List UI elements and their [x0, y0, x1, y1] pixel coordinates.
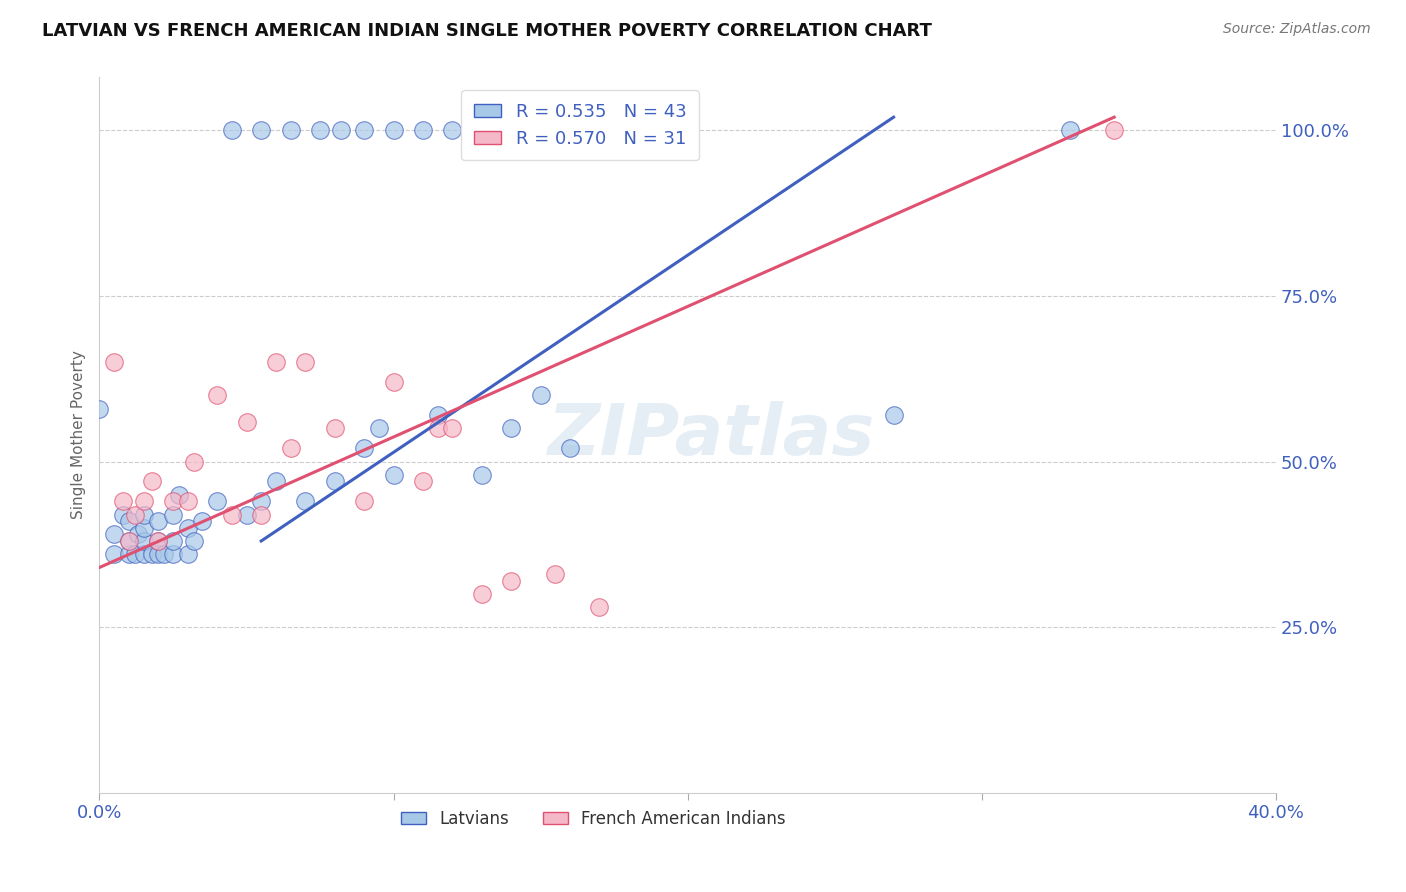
Point [118, 534, 141, 549]
Point [264, 475, 287, 489]
Text: ZIPatlas: ZIPatlas [547, 401, 875, 469]
Point [235, 508, 257, 522]
Point [183, 454, 205, 468]
Legend: Latvians, French American Indians: Latvians, French American Indians [395, 803, 793, 834]
Point [103, 355, 125, 369]
Point [89, 401, 111, 416]
Point [153, 547, 176, 561]
Point [501, 574, 523, 588]
Point [382, 467, 405, 482]
Point [235, 415, 257, 429]
Point [471, 467, 494, 482]
Point [103, 547, 125, 561]
Point [294, 355, 316, 369]
Point [309, 123, 332, 137]
Point [103, 527, 125, 541]
Text: Source: ZipAtlas.com: Source: ZipAtlas.com [1223, 22, 1371, 37]
Point [176, 547, 198, 561]
Point [412, 475, 434, 489]
Point [118, 534, 141, 549]
Point [111, 508, 134, 522]
Point [412, 123, 434, 137]
Point [162, 494, 184, 508]
Point [148, 547, 170, 561]
Point [353, 442, 375, 456]
Point [530, 388, 553, 402]
Point [441, 421, 464, 435]
Point [426, 408, 449, 422]
Point [323, 475, 346, 489]
Point [132, 534, 155, 549]
Point [127, 527, 149, 541]
Point [264, 355, 287, 369]
Point [471, 587, 494, 601]
Point [124, 547, 146, 561]
Point [176, 494, 198, 508]
Point [191, 514, 214, 528]
Point [221, 123, 243, 137]
Point [132, 547, 155, 561]
Y-axis label: Single Mother Poverty: Single Mother Poverty [72, 351, 86, 519]
Point [1102, 123, 1125, 137]
Point [118, 547, 141, 561]
Point [118, 514, 141, 528]
Point [167, 488, 190, 502]
Point [323, 421, 346, 435]
Point [221, 508, 243, 522]
Point [205, 388, 228, 402]
Point [280, 123, 302, 137]
Point [558, 442, 581, 456]
Point [132, 508, 155, 522]
Point [426, 421, 449, 435]
Point [205, 494, 228, 508]
Point [353, 494, 375, 508]
Point [111, 494, 134, 508]
Point [250, 494, 273, 508]
Point [148, 534, 170, 549]
Point [588, 600, 610, 615]
Point [250, 508, 273, 522]
Point [501, 421, 523, 435]
Point [141, 547, 163, 561]
Point [441, 123, 464, 137]
Point [162, 534, 184, 549]
Point [353, 123, 375, 137]
Point [280, 442, 302, 456]
Point [382, 123, 405, 137]
Point [124, 508, 146, 522]
Point [148, 514, 170, 528]
Point [382, 375, 405, 389]
Point [141, 475, 163, 489]
Point [132, 521, 155, 535]
Text: LATVIAN VS FRENCH AMERICAN INDIAN SINGLE MOTHER POVERTY CORRELATION CHART: LATVIAN VS FRENCH AMERICAN INDIAN SINGLE… [42, 22, 932, 40]
Point [329, 123, 352, 137]
Point [883, 408, 905, 422]
Point [132, 494, 155, 508]
Point [250, 123, 273, 137]
Point [162, 508, 184, 522]
Point [367, 421, 389, 435]
Point [183, 534, 205, 549]
Point [148, 534, 170, 549]
Point [294, 494, 316, 508]
Point [1059, 123, 1081, 137]
Point [544, 567, 567, 582]
Point [162, 547, 184, 561]
Point [176, 521, 198, 535]
